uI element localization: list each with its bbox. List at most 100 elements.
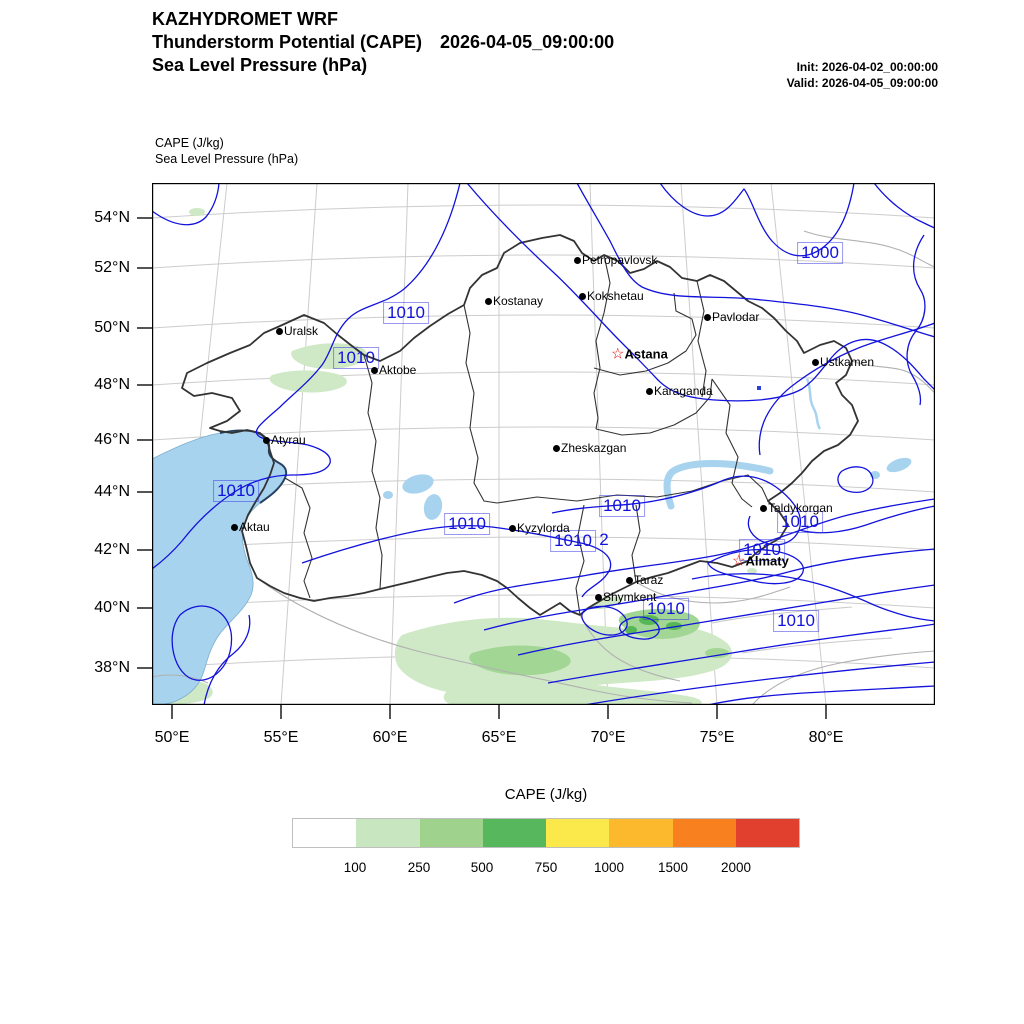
colorbar-value: 500 xyxy=(470,860,494,875)
lon-tick-label: 80°E xyxy=(808,729,844,746)
lon-tick-label: 50°E xyxy=(154,729,190,746)
city-marker-uralsk: Uralsk xyxy=(276,324,318,338)
city-label: Zheskazgan xyxy=(561,441,627,455)
city-dot-icon xyxy=(579,292,586,300)
lake-balkhash xyxy=(663,459,774,510)
capital-star-icon: ☆ xyxy=(611,345,625,362)
aral-lake xyxy=(402,474,434,494)
city-label: Aktau xyxy=(239,520,270,534)
lat-tick xyxy=(137,607,152,609)
city-label: Aktobe xyxy=(379,363,417,377)
colorbar-segment xyxy=(609,819,673,847)
lon-tick xyxy=(498,705,500,719)
lat-tick xyxy=(137,267,152,269)
lake-alakol xyxy=(886,457,912,473)
lon-tick-label: 75°E xyxy=(699,729,735,746)
second-field-name: Sea Level Pressure (hPa) xyxy=(152,55,368,75)
city-dot-icon xyxy=(595,593,602,601)
contour-label: 1010 xyxy=(739,539,785,561)
city-marker-aktau: Aktau xyxy=(231,520,270,534)
city-label: Kostanay xyxy=(493,294,544,308)
colorbar-value: 2000 xyxy=(720,860,752,875)
city-marker-kostanay: Kostanay xyxy=(485,294,543,308)
city-label: Petropavlovsk xyxy=(582,253,658,267)
lon-tick xyxy=(389,705,391,719)
city-label: Kyzylorda xyxy=(517,521,570,535)
city-dot-icon xyxy=(760,504,767,512)
river-irtysh xyxy=(805,378,822,430)
city-marker-taraz: Taraz xyxy=(626,573,663,587)
lat-tick-label: 54°N xyxy=(94,209,130,226)
colorbar-segment xyxy=(546,819,610,847)
lat-tick-label: 50°N xyxy=(94,319,130,336)
field-name: Thunderstorm Potential (CAPE) xyxy=(152,32,423,52)
city-marker-ustkamen: Ustkamen xyxy=(812,355,874,369)
slp-units-label: Sea Level Pressure (hPa) xyxy=(155,152,299,166)
field-units-note: CAPE (J/kg) Sea Level Pressure (hPa) xyxy=(155,135,298,167)
city-dot-icon xyxy=(485,297,492,305)
contour-label-fragment: 2 xyxy=(599,530,609,549)
city-dot-icon xyxy=(371,366,378,374)
lat-tick-label: 46°N xyxy=(94,431,130,448)
lon-tick xyxy=(280,705,282,719)
product-title: KAZHYDROMET WRF xyxy=(152,9,338,29)
lat-tick xyxy=(137,549,152,551)
map-frame xyxy=(152,183,935,705)
lat-tick xyxy=(137,491,152,493)
lon-tick xyxy=(171,705,173,719)
contour-label: 1010 xyxy=(773,610,819,632)
contour-label: 1010 xyxy=(444,513,490,535)
city-dot-icon xyxy=(626,576,633,584)
city-label: Kokshetau xyxy=(587,289,644,303)
colorbar-segment xyxy=(735,819,799,847)
contour-label: 1010 xyxy=(550,530,596,552)
city-label: Atyrau xyxy=(271,433,306,447)
city-dot-icon xyxy=(553,444,560,452)
lat-tick-label: 40°N xyxy=(94,599,130,616)
city-dot-icon xyxy=(263,436,270,444)
cape-units-label: CAPE (J/kg) xyxy=(155,136,224,150)
init-time: Init: 2026-04-02_00:00:00 xyxy=(796,60,938,74)
city-label: Uralsk xyxy=(284,324,319,338)
run-times: Init: 2026-04-02_00:00:00 Valid: 2026-04… xyxy=(787,60,938,91)
lon-tick xyxy=(607,705,609,719)
aral-lake xyxy=(423,494,443,520)
city-label: Taldykorgan xyxy=(768,501,833,515)
contour-label: 1000 xyxy=(797,242,843,264)
city-dot-icon xyxy=(231,523,238,531)
colorbar xyxy=(292,818,800,848)
city-label: Almaty xyxy=(745,553,789,569)
city-marker-almaty: ☆ Almaty xyxy=(732,553,789,569)
kazakhstan-border xyxy=(181,234,859,616)
valid-time: Valid: 2026-04-05_09:00:00 xyxy=(786,75,938,90)
lat-tick xyxy=(137,439,152,441)
product-subtitle: Thunderstorm Potential (CAPE) 2026-04-05… xyxy=(152,31,614,54)
contour-label: 1010 xyxy=(777,511,823,533)
city-marker-kyzylorda: Kyzylorda xyxy=(509,521,570,535)
lon-tick xyxy=(825,705,827,719)
lat-tick-label: 48°N xyxy=(94,376,130,393)
city-marker-karaganda: Karaganda xyxy=(646,384,713,398)
valid-datetime-title: 2026-04-05_09:00:00 xyxy=(440,32,615,52)
city-dot-icon xyxy=(574,256,581,264)
lon-tick-label: 60°E xyxy=(372,729,408,746)
city-dot-icon xyxy=(646,387,653,395)
city-marker-shymkent: Shymkent xyxy=(595,590,656,604)
colorbar-segment xyxy=(672,819,736,847)
contour-label: 1010 xyxy=(333,347,379,369)
city-dot-icon xyxy=(812,358,819,366)
map-panel: 1000 1010 1010 1010 1010 1010 2 1010 101… xyxy=(152,183,935,705)
colorbar-title: CAPE (J/kg) xyxy=(504,786,588,803)
city-label: Ustkamen xyxy=(820,355,875,369)
city-dot-icon xyxy=(276,327,283,335)
oblast-borders xyxy=(284,254,769,616)
lat-tick xyxy=(137,667,152,669)
contour-label: 1010 xyxy=(599,495,645,517)
lon-tick-label: 70°E xyxy=(590,729,626,746)
city-label: Astana xyxy=(624,346,668,362)
lon-tick-label: 65°E xyxy=(481,729,517,746)
city-dot-icon xyxy=(704,313,711,321)
colorbar-value: 1500 xyxy=(657,860,689,875)
lat-tick-label: 38°N xyxy=(94,659,130,676)
